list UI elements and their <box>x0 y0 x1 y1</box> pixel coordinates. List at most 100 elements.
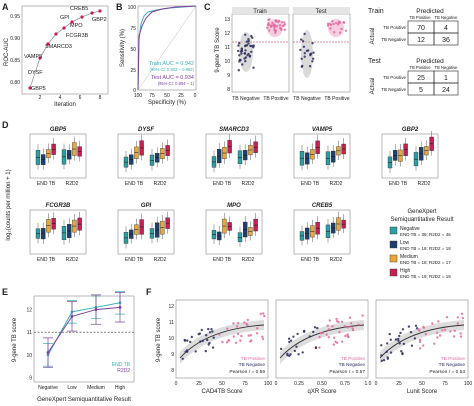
panel-f-point <box>402 342 406 346</box>
panel-f-point <box>293 349 297 353</box>
panel-e-ylabel: 9-gene TB score <box>12 317 18 362</box>
panel-f-point <box>325 333 328 336</box>
confusion-train-col-pos: TB Positive <box>409 15 431 20</box>
panel-a-point <box>80 15 84 19</box>
panel-c-point <box>270 24 273 27</box>
panel-f-point <box>385 350 388 353</box>
panel-e-ytick: 12 <box>26 308 32 314</box>
panel-f-point <box>338 330 341 334</box>
panel-d-gene-title: VAMP5 <box>312 127 333 133</box>
panel-a-gene: FCGR3B <box>66 33 89 39</box>
panel-f-point <box>351 327 354 330</box>
panel-f-point <box>409 331 413 334</box>
panel-f-point <box>346 333 349 336</box>
panel-f-point <box>438 334 442 337</box>
panel-f-pearson: Pearson r = 0.59 <box>229 369 265 375</box>
confusion-train-cell <box>433 32 459 46</box>
panel-f-point <box>389 351 393 354</box>
panel-f-ytick: 10 <box>168 336 174 342</box>
panel-d-frame <box>293 133 351 179</box>
panel-c-point <box>283 21 286 24</box>
panel-c-point <box>238 42 241 45</box>
panel-f-point <box>340 340 344 343</box>
panel-f-point <box>348 316 352 319</box>
panel-c-point <box>307 49 310 52</box>
panel-f-xtick: 50 <box>419 381 425 387</box>
panel-f-xtick: 100 <box>264 381 273 387</box>
panel-c-train-xtick-neg: TB Negative <box>232 96 260 102</box>
panel-f-point <box>327 328 331 331</box>
panel-f-legend-negative: TB Negative <box>239 362 266 368</box>
panel-f-point <box>181 357 184 360</box>
panel-f-point <box>433 342 436 345</box>
panel-c-point <box>331 20 334 23</box>
legend-swatch-medium <box>389 254 398 263</box>
panel-d-frame <box>29 209 87 255</box>
panel-f-ytick: 11 <box>169 320 174 326</box>
panel-c-point <box>326 24 330 27</box>
panel-b-xtick: 25 <box>178 93 184 99</box>
panel-c-point <box>302 45 306 48</box>
panel-e-plot: 12 11 10 9 Negative Low Medium High <box>26 291 134 391</box>
legend-detail-negative: END TB = 36; R2D2 = 46 <box>400 232 451 237</box>
panel-c-train-strip <box>232 7 289 14</box>
panel-d-label: D <box>2 120 9 130</box>
panel-f-point <box>225 341 229 344</box>
panel-f-point <box>210 328 213 331</box>
panel-c-ytick: 10 <box>224 59 230 65</box>
panel-d-gene-title: CREB5 <box>312 203 333 209</box>
panel-d-gene-title: GBP2 <box>402 127 419 133</box>
confusion-test-col-neg: TB Negative <box>434 65 458 70</box>
panel-c-point <box>243 52 247 55</box>
panel-b-ytick: 75 <box>130 26 136 32</box>
panel-c-point <box>238 54 241 57</box>
panel-c-point <box>245 40 248 43</box>
panel-f-point <box>337 320 340 324</box>
panel-f-point <box>207 327 210 331</box>
panel-a-points <box>28 9 102 90</box>
panel-f-scatterplots: 12 11 10 9 8 0 25 50 75 100 CAD4TB Score TB Positiv… <box>168 299 472 395</box>
panel-f-point <box>312 330 315 334</box>
panel-e-frame <box>33 295 135 383</box>
panel-b-xtick: 0 <box>194 93 197 99</box>
panel-e-xtick: Negative <box>38 385 58 391</box>
panel-a-gene: MPO <box>70 23 83 29</box>
panel-f-point <box>286 354 289 357</box>
panel-c-point <box>268 29 271 32</box>
panel-a-gene: CREB5 <box>70 6 88 12</box>
panel-c-point <box>236 49 240 53</box>
panel-d-group-label: R2D2 <box>242 257 255 263</box>
panel-c-point <box>241 63 244 66</box>
panel-f-point <box>256 327 259 330</box>
panel-f-point <box>418 340 422 343</box>
panel-c-point <box>283 28 286 31</box>
panel-f-xtick: 0 <box>175 381 178 387</box>
panel-e-point <box>118 305 122 309</box>
panel-c-ylabel: 9-gene TB Score <box>215 27 221 73</box>
panel-c-point <box>299 48 302 52</box>
panel-f-point <box>250 339 253 342</box>
panel-c-point <box>252 66 255 69</box>
panel-f-point <box>388 332 391 336</box>
panel-a-gene: SMARCD3 <box>45 44 72 50</box>
panel-b-ytick: 0 <box>133 88 136 94</box>
panel-c-point <box>300 57 303 60</box>
panel-f-legend-positive: TB Positive <box>441 356 466 362</box>
panel-f-point <box>436 331 439 334</box>
confusion-test: Test Predicted TB Positive TB Negative A… <box>368 58 459 96</box>
panel-a-xlabel: Iteration <box>54 102 76 108</box>
panel-c-point <box>329 23 333 26</box>
panel-c-point <box>275 19 278 22</box>
confusion-train-actual: Actual <box>370 28 376 45</box>
panel-b-ytick: 25 <box>130 68 136 74</box>
panel-a: A ROC-AUC Iteration 0.95 0.90 0.85 0.80 … <box>2 2 109 108</box>
confusion-train-col-neg: TB Negative <box>434 15 458 20</box>
confusion-train-row-pos: TB Positive <box>383 25 406 30</box>
panel-c-point <box>303 52 306 55</box>
legend-detail-low: END TB = 18; R2D2 = 18 <box>400 246 451 251</box>
panel-d-frame <box>293 209 351 255</box>
panel-c-test-xtick-pos: TB Positive <box>324 96 350 102</box>
panel-c-point <box>244 49 247 52</box>
panel-d-frame <box>205 133 263 179</box>
panel-f-point <box>245 322 248 326</box>
